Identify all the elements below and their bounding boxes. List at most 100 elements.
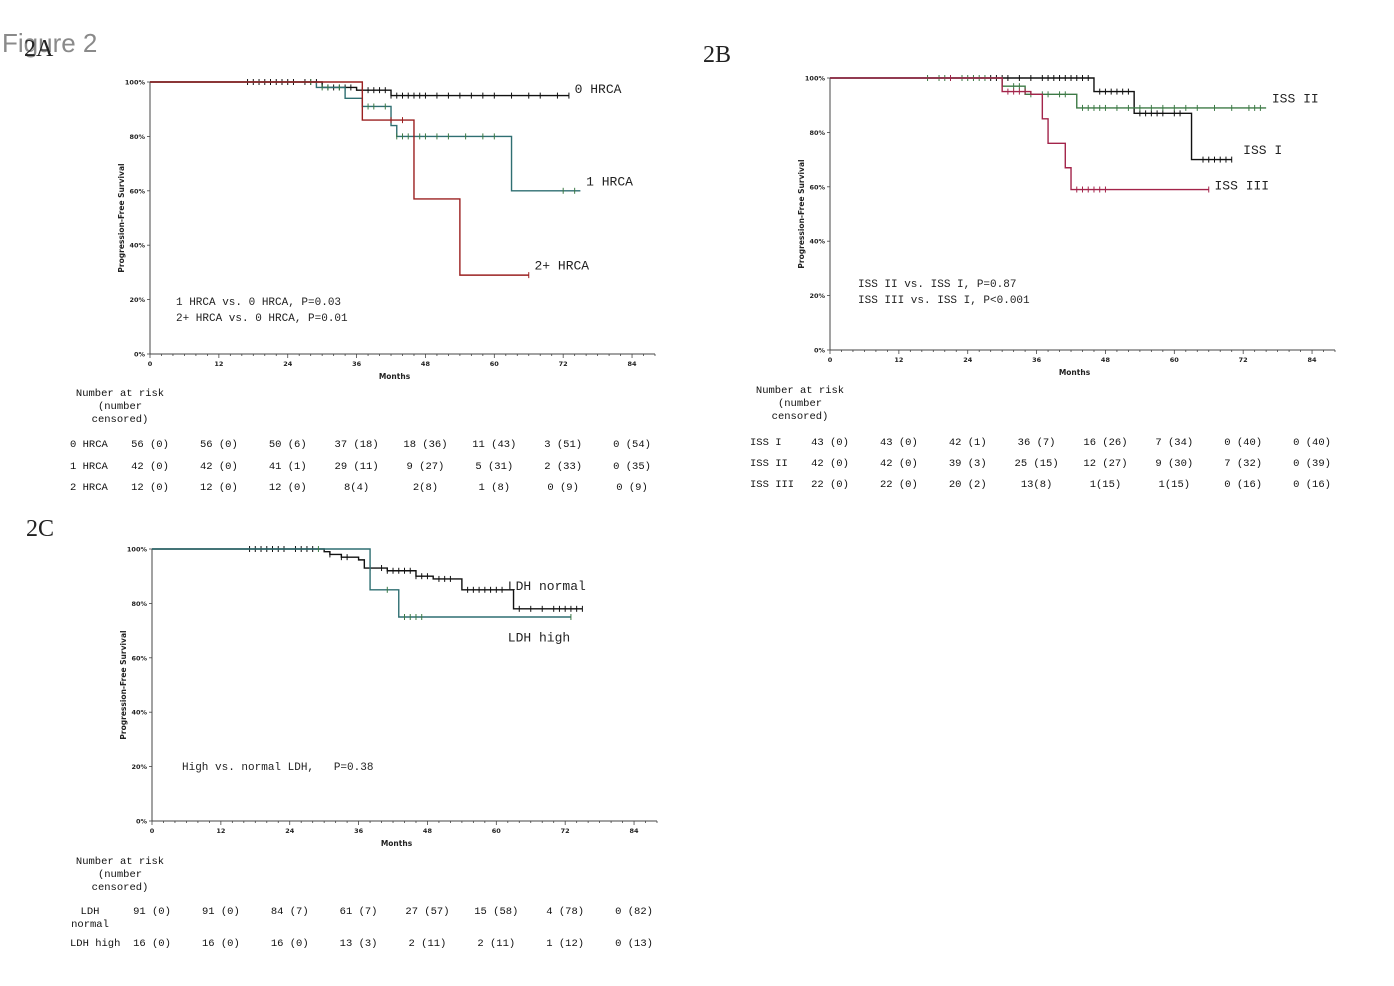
x-tick-label: 84 xyxy=(630,827,640,835)
risk-cell: 56 (0) xyxy=(131,439,169,451)
y-axis-label: Progression-Free Survival xyxy=(117,163,126,272)
risk-cell: 9 (27) xyxy=(406,461,445,473)
risk-cell: 12 (0) xyxy=(268,482,307,494)
series-ldh-normal: LDH normal xyxy=(152,546,586,612)
risk-cell: 0 (39) xyxy=(1293,458,1331,470)
x-tick-label: 0 xyxy=(828,356,833,364)
risk-cell: 2 (33) xyxy=(544,461,583,473)
x-tick-label: 84 xyxy=(1308,356,1318,364)
y-tick-label: 60% xyxy=(129,187,145,195)
y-tick-label: 40% xyxy=(131,709,147,717)
risk-row-label: ISS I xyxy=(750,437,782,449)
risk-cell: 4 (78) xyxy=(546,906,585,918)
y-tick-label: 0% xyxy=(134,351,146,359)
series-label: LDH high xyxy=(508,630,570,645)
y-tick-label: 80% xyxy=(809,129,825,137)
x-tick-label: 72 xyxy=(561,827,570,835)
x-tick-label: 72 xyxy=(1239,356,1248,364)
risk-row-label: LDH normal xyxy=(71,906,109,931)
risk-cell: 0 (16) xyxy=(1224,479,1263,491)
y-tick-label: 100% xyxy=(805,75,826,83)
panel-label-2c: 2C xyxy=(26,516,55,542)
y-tick-label: 80% xyxy=(129,133,145,141)
figure-title: Figure 2 xyxy=(2,28,98,58)
risk-cell: 0 (40) xyxy=(1224,437,1263,449)
risk-row-label: LDH high xyxy=(70,938,121,950)
series-label: ISS III xyxy=(1214,179,1269,194)
y-tick-label: 20% xyxy=(131,763,147,771)
y-axis-label: Progression-Free Survival xyxy=(119,630,128,739)
p-value-annotation: High vs. normal LDH, P=0.38 xyxy=(182,762,373,774)
risk-cell: 84 (7) xyxy=(270,906,309,918)
x-axis-label: Months xyxy=(379,372,411,381)
risk-cell: 1 (8) xyxy=(478,482,511,494)
risk-cell: 39 (3) xyxy=(948,458,987,470)
x-tick-label: 24 xyxy=(283,360,293,368)
panel-label-2b: 2B xyxy=(703,42,732,68)
risk-header-line: censored) xyxy=(91,882,149,894)
risk-header-line: censored) xyxy=(91,414,149,426)
x-axis-label: Months xyxy=(1059,368,1091,377)
y-tick-label: 60% xyxy=(131,654,147,662)
p-value-annotation: 2+ HRCA vs. 0 HRCA, P=0.01 xyxy=(176,313,348,325)
survival-curve xyxy=(150,81,569,97)
risk-cell: 5 (31) xyxy=(475,461,514,473)
risk-cell: 13 (3) xyxy=(339,938,378,950)
survival-curve xyxy=(152,548,571,618)
risk-cell: 11 (43) xyxy=(472,439,517,451)
risk-header-line: (number xyxy=(97,869,143,881)
risk-cell: 25 (15) xyxy=(1014,458,1059,470)
risk-cell: 12 (0) xyxy=(131,482,169,494)
risk-cell: 16 (0) xyxy=(201,938,240,950)
risk-cell: 12 (27) xyxy=(1083,458,1128,470)
risk-cell: 2(8) xyxy=(412,482,439,494)
risk-row-label: 1 HRCA xyxy=(70,461,108,473)
risk-cell: 8(4) xyxy=(343,482,370,494)
risk-cell: 18 (36) xyxy=(403,439,448,451)
risk-cell: 27 (57) xyxy=(405,906,450,918)
panel-label-2a: 2A xyxy=(24,36,54,62)
series-label: ISS I xyxy=(1243,143,1282,158)
series-label: 0 HRCA xyxy=(575,82,622,97)
risk-header-line: Number at risk xyxy=(755,385,845,397)
series-label: ISS II xyxy=(1272,91,1319,106)
risk-header-line: (number xyxy=(777,398,823,410)
series-1-hrca: 1 HRCA xyxy=(150,79,633,194)
risk-row-label: ISS II xyxy=(750,458,788,470)
y-tick-label: 100% xyxy=(127,546,148,554)
survival-curve xyxy=(150,81,529,276)
series-ldh-high: LDH high xyxy=(152,546,572,645)
risk-cell: 0 (9) xyxy=(547,482,579,494)
y-tick-label: 80% xyxy=(131,600,147,608)
risk-cell: 16 (0) xyxy=(133,938,171,950)
x-tick-label: 12 xyxy=(214,360,223,368)
risk-cell: 42 (0) xyxy=(131,461,169,473)
x-tick-label: 84 xyxy=(628,360,638,368)
x-tick-label: 0 xyxy=(150,827,155,835)
risk-table-2a: Number at risk (number censored) 0 HRCA 56 (… xyxy=(60,388,660,498)
x-tick-label: 60 xyxy=(492,827,502,835)
x-tick-label: 24 xyxy=(963,356,973,364)
risk-cell: 91 (0) xyxy=(133,906,171,918)
risk-row-label: ISS III xyxy=(750,479,795,491)
y-tick-label: 0% xyxy=(814,347,826,355)
risk-cell: 43 (0) xyxy=(811,437,849,449)
risk-cell: 1 (12) xyxy=(546,938,585,950)
risk-cell: 13(8) xyxy=(1020,479,1053,491)
risk-cell: 20 (2) xyxy=(948,479,987,491)
risk-cell: 12 (0) xyxy=(199,482,238,494)
risk-cell: 22 (0) xyxy=(879,479,918,491)
risk-cell: 3 (51) xyxy=(544,439,583,451)
risk-cell: 0 (54) xyxy=(613,439,651,451)
risk-cell: 1(15) xyxy=(1158,479,1191,491)
risk-cell: 37 (18) xyxy=(334,439,379,451)
risk-row-label: 2 HRCA xyxy=(70,482,108,494)
x-tick-label: 12 xyxy=(894,356,903,364)
x-tick-label: 36 xyxy=(352,360,362,368)
risk-header-line: censored) xyxy=(771,411,829,423)
series-label: LDH normal xyxy=(508,579,586,594)
risk-cell: 2 (11) xyxy=(408,938,447,950)
x-tick-label: 36 xyxy=(1032,356,1042,364)
risk-cell: 42 (0) xyxy=(879,458,918,470)
p-value-annotation: ISS II vs. ISS I, P=0.87 xyxy=(858,279,1016,291)
